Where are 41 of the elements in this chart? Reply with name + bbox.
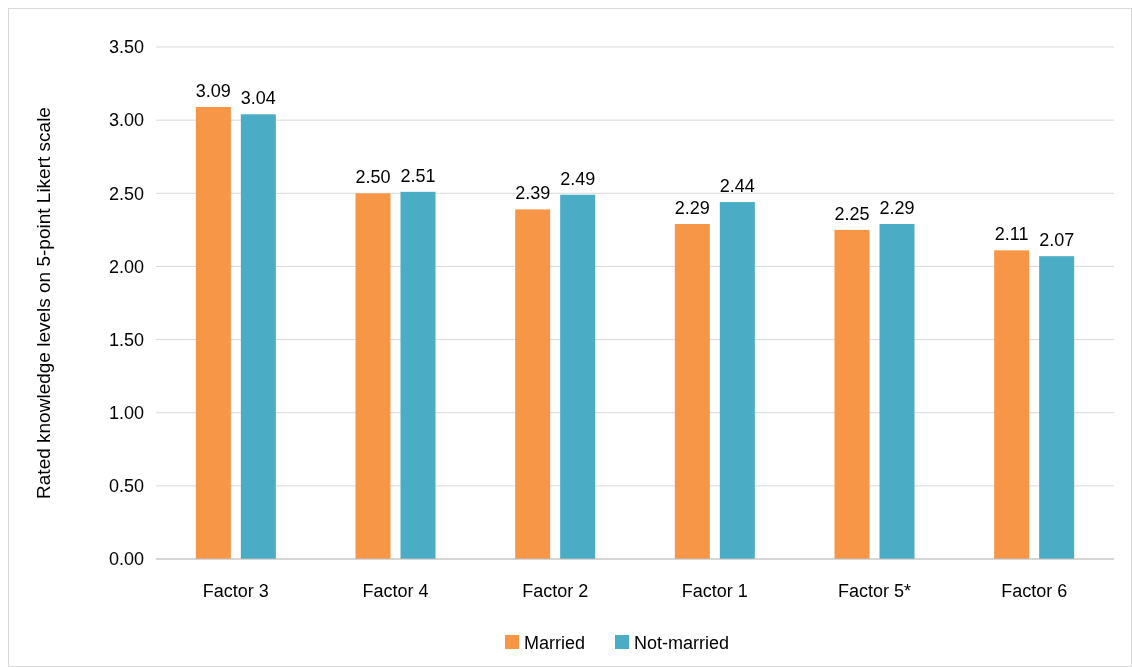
data-label: 2.07	[1039, 230, 1075, 251]
x-tick-label: Factor 4	[362, 581, 429, 601]
bar	[400, 191, 436, 559]
data-label: 2.39	[515, 183, 551, 204]
bar	[834, 229, 870, 559]
y-tick-label: 2.00	[108, 256, 144, 277]
bar	[879, 224, 915, 559]
data-label: 2.29	[674, 198, 710, 219]
y-tick-label: 0.50	[108, 476, 144, 497]
bar	[994, 250, 1030, 559]
y-tick-label: 1.00	[108, 403, 144, 424]
data-label: 2.50	[355, 167, 391, 188]
x-tick-label: Factor 1	[681, 581, 748, 601]
x-tick-label: Factor 6	[1001, 581, 1068, 601]
bar	[560, 194, 596, 559]
legend-label: Not-married	[634, 633, 730, 654]
x-tick-label: Factor 2	[522, 581, 589, 601]
bar	[1039, 256, 1075, 559]
bar	[240, 114, 276, 559]
legend-label: Married	[524, 633, 586, 654]
data-label: 2.51	[400, 165, 436, 186]
data-label: 2.49	[560, 168, 596, 189]
y-tick-label: 2.50	[108, 183, 144, 204]
data-label: 2.44	[719, 176, 755, 197]
x-tick-label: Factor 3	[202, 581, 269, 601]
bar	[674, 224, 710, 559]
data-label: 2.11	[994, 224, 1029, 245]
y-axis-title: Rated knowledge levels on 5-point Likert scale	[33, 107, 54, 499]
bar	[355, 193, 391, 559]
bar	[515, 209, 551, 559]
y-tick-label: 0.00	[108, 549, 144, 570]
y-tick-label: 1.50	[108, 329, 144, 350]
x-tick-label: Factor 5*	[837, 581, 912, 601]
bar	[719, 202, 755, 559]
data-label: 2.29	[879, 198, 915, 219]
data-label: 2.25	[834, 203, 870, 224]
data-label: 3.09	[195, 80, 231, 101]
y-tick-label: 3.00	[108, 110, 144, 131]
bar	[195, 106, 231, 559]
data-label: 3.04	[240, 88, 276, 109]
y-tick-label: 3.50	[108, 37, 144, 58]
